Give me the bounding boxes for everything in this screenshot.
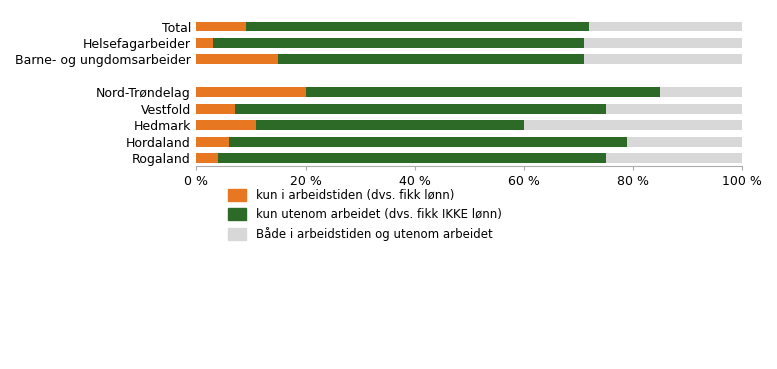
Bar: [605, 104, 742, 114]
Bar: [197, 120, 256, 130]
Bar: [229, 137, 628, 146]
Bar: [278, 55, 584, 64]
Bar: [197, 87, 305, 97]
Bar: [605, 153, 742, 163]
Bar: [213, 38, 584, 48]
Bar: [235, 104, 605, 114]
Bar: [197, 21, 246, 31]
Legend: kun i arbeidstiden (dvs. fikk lønn), kun utenom arbeidet (dvs. fikk IKKE lønn), : kun i arbeidstiden (dvs. fikk lønn), kun…: [224, 184, 506, 246]
Bar: [305, 87, 660, 97]
Bar: [584, 38, 742, 48]
Bar: [628, 137, 742, 146]
Bar: [197, 55, 278, 64]
Bar: [197, 137, 229, 146]
Bar: [256, 120, 524, 130]
Bar: [524, 120, 742, 130]
Bar: [197, 38, 213, 48]
Bar: [197, 104, 235, 114]
Bar: [218, 153, 605, 163]
Bar: [584, 55, 742, 64]
Bar: [197, 153, 218, 163]
Bar: [660, 87, 742, 97]
Bar: [589, 21, 742, 31]
Bar: [246, 21, 589, 31]
